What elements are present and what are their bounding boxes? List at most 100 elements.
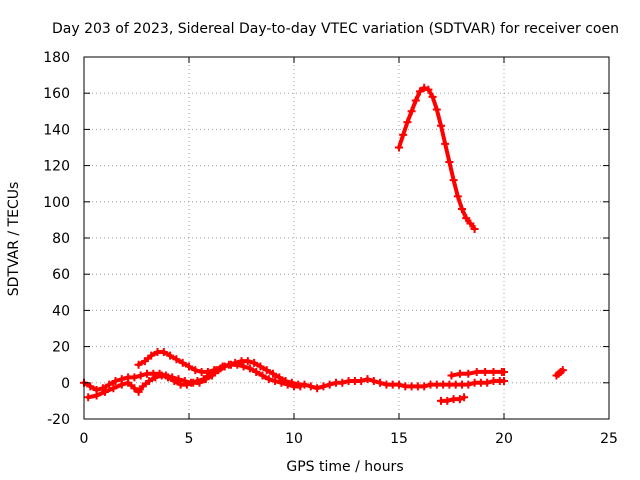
data-point <box>271 376 280 385</box>
data-point <box>134 387 143 396</box>
data-point <box>92 391 101 400</box>
data-point <box>277 378 286 387</box>
data-point <box>411 96 420 105</box>
y-tick-label: -20 <box>47 412 70 428</box>
data-point <box>191 366 200 375</box>
data-point <box>424 85 433 94</box>
data-point <box>170 376 179 385</box>
series-arc-high <box>395 83 479 233</box>
series-arc-low-b <box>84 360 305 402</box>
data-point <box>130 384 139 393</box>
data-point <box>464 369 473 378</box>
x-tick-label: 15 <box>390 431 408 447</box>
data-point <box>369 376 378 385</box>
data-point <box>481 367 490 376</box>
data-point <box>483 378 492 387</box>
data-point <box>441 139 450 148</box>
data-point <box>296 382 305 391</box>
data-point <box>245 364 254 373</box>
data-point <box>140 357 149 366</box>
data-point <box>109 384 118 393</box>
data-point <box>256 362 265 371</box>
data-point <box>447 371 456 380</box>
data-point <box>178 358 187 367</box>
data-point <box>283 380 292 389</box>
data-point <box>138 382 147 391</box>
data-point <box>416 87 424 96</box>
data-point <box>399 130 408 139</box>
data-point <box>159 348 168 357</box>
x-tick-label: 20 <box>495 431 513 447</box>
data-point <box>445 157 454 166</box>
data-point <box>449 176 458 185</box>
data-point <box>275 373 284 382</box>
y-tick-label: 100 <box>43 195 70 211</box>
series-arc-late2 <box>447 367 508 380</box>
data-point <box>172 355 181 364</box>
data-point <box>164 373 172 382</box>
y-tick-label: 80 <box>52 231 70 247</box>
data-point <box>458 205 466 214</box>
data-point <box>420 382 429 391</box>
data-point <box>239 362 248 371</box>
data-point <box>201 375 210 384</box>
data-point <box>157 371 166 380</box>
series-arc-end <box>552 366 567 380</box>
x-tick-label: 5 <box>185 431 194 447</box>
y-tick-label: 20 <box>52 340 70 356</box>
data-point <box>130 373 139 382</box>
data-point <box>214 366 223 375</box>
data-point <box>472 367 481 376</box>
data-point <box>395 380 403 389</box>
data-point <box>136 371 145 380</box>
data-point <box>455 395 464 404</box>
data-point <box>462 214 471 223</box>
data-point <box>208 371 217 380</box>
data-point <box>258 371 267 380</box>
data-point <box>117 380 126 389</box>
data-point <box>437 121 445 130</box>
y-tick-label: 140 <box>43 122 70 138</box>
data-point <box>319 382 328 391</box>
data-point <box>134 360 143 369</box>
grid <box>84 57 609 419</box>
data-point <box>403 118 412 127</box>
data-point <box>407 107 416 116</box>
data-point <box>86 382 95 391</box>
data-point <box>453 192 462 201</box>
x-axis-label: GPS time / hours <box>286 459 403 475</box>
y-tick-label: 120 <box>43 159 70 175</box>
data-point <box>145 376 154 385</box>
data-point <box>338 378 347 387</box>
data-point <box>500 376 508 385</box>
x-tick-label: 25 <box>600 431 618 447</box>
data-point <box>264 375 273 384</box>
data-point <box>376 378 385 387</box>
data-point <box>460 393 469 402</box>
y-tick-label: 40 <box>52 303 70 319</box>
data-point <box>470 224 479 233</box>
data-point <box>250 358 259 367</box>
data-point <box>325 380 334 389</box>
y-tick-label: 60 <box>52 267 70 283</box>
y-tick-label: 180 <box>43 50 70 66</box>
data-point <box>443 396 452 405</box>
data-point <box>420 83 429 92</box>
data-point <box>195 378 204 387</box>
data-point <box>262 366 271 375</box>
data-point <box>220 362 229 371</box>
data-point <box>489 367 498 376</box>
x-tick-label: 10 <box>285 431 303 447</box>
data-point <box>455 369 464 378</box>
data-point <box>147 351 156 360</box>
data-point <box>111 376 120 385</box>
data-point <box>428 92 437 101</box>
data-layer <box>80 83 567 405</box>
data-point <box>500 367 508 376</box>
x-tick-label: 0 <box>80 431 89 447</box>
data-point <box>464 380 473 389</box>
data-point <box>269 369 277 378</box>
chart-title: Day 203 of 2023, Sidereal Day-to-day VTE… <box>52 21 619 37</box>
